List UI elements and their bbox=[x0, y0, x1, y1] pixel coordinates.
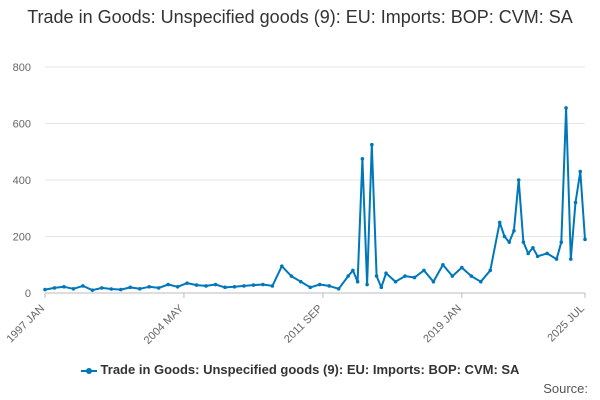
data-point bbox=[559, 240, 564, 244]
data-point bbox=[261, 282, 265, 287]
legend-series-label: Trade in Goods: Unspecified goods (9): E… bbox=[100, 362, 520, 377]
y-tick-label: 800 bbox=[13, 62, 31, 74]
y-tick-label: 400 bbox=[13, 175, 31, 187]
data-point bbox=[317, 282, 322, 287]
source-label: Source: bbox=[543, 381, 588, 396]
data-point bbox=[156, 286, 161, 290]
data-point bbox=[403, 274, 407, 278]
data-point bbox=[478, 279, 483, 284]
data-point bbox=[118, 287, 123, 292]
data-point bbox=[497, 220, 502, 225]
data-point bbox=[441, 262, 445, 267]
chart-title: Trade in Goods: Unspecified goods (9): E… bbox=[27, 7, 573, 27]
data-point bbox=[336, 286, 341, 291]
data-point bbox=[578, 169, 583, 174]
x-tick-label: 2011 SEP bbox=[282, 303, 325, 346]
data-point bbox=[351, 268, 355, 273]
y-tick-label: 0 bbox=[25, 288, 31, 300]
data-point bbox=[147, 284, 152, 289]
data-point bbox=[379, 285, 384, 290]
data-point bbox=[360, 157, 365, 161]
data-point bbox=[374, 274, 379, 278]
data-point bbox=[554, 257, 559, 261]
data-point bbox=[270, 284, 275, 288]
data-point bbox=[507, 240, 512, 244]
data-point bbox=[512, 229, 516, 233]
data-point bbox=[535, 254, 540, 259]
data-point bbox=[545, 251, 549, 256]
data-point bbox=[223, 285, 227, 290]
data-point bbox=[516, 178, 521, 182]
data-point bbox=[488, 268, 493, 273]
data-point bbox=[242, 284, 246, 288]
x-tick-label: 2019 JAN bbox=[421, 303, 464, 346]
x-tick-label: 2025 JUL bbox=[545, 303, 587, 345]
y-tick-label: 600 bbox=[13, 119, 31, 131]
data-point bbox=[346, 274, 350, 278]
data-point bbox=[568, 257, 573, 261]
data-point bbox=[298, 279, 303, 284]
data-point bbox=[521, 240, 526, 244]
data-point bbox=[81, 284, 85, 288]
data-point bbox=[393, 279, 398, 284]
data-point bbox=[251, 283, 256, 287]
legend-series-marker bbox=[80, 367, 97, 374]
data-point bbox=[384, 271, 388, 276]
data-point bbox=[128, 285, 133, 290]
data-point bbox=[327, 284, 332, 288]
data-point bbox=[531, 246, 535, 250]
data-point bbox=[43, 287, 47, 292]
data-point bbox=[204, 284, 208, 288]
data-point bbox=[412, 275, 417, 280]
data-point bbox=[232, 284, 237, 289]
data-point bbox=[370, 142, 374, 147]
data-point bbox=[469, 274, 474, 278]
data-point bbox=[526, 251, 530, 256]
data-point bbox=[280, 264, 284, 268]
data-point bbox=[583, 237, 587, 242]
data-point bbox=[422, 268, 426, 273]
legend[interactable]: Trade in Goods: Unspecified goods (9): E… bbox=[0, 362, 600, 377]
y-tick-label: 200 bbox=[13, 232, 31, 244]
x-tick-label: 1997 JAN bbox=[4, 303, 47, 346]
data-point bbox=[52, 286, 57, 290]
data-point bbox=[166, 282, 170, 287]
data-point bbox=[185, 281, 189, 285]
data-point bbox=[365, 282, 369, 287]
data-point bbox=[71, 286, 76, 291]
data-point bbox=[62, 284, 66, 289]
data-point bbox=[355, 279, 360, 284]
data-point bbox=[460, 265, 464, 270]
data-point bbox=[308, 285, 313, 290]
data-point bbox=[194, 283, 199, 287]
series-line bbox=[44, 107, 586, 292]
data-point bbox=[90, 288, 95, 292]
data-point bbox=[109, 287, 114, 291]
data-point bbox=[564, 106, 568, 110]
data-point bbox=[289, 274, 294, 278]
data-point bbox=[502, 234, 507, 239]
data-point bbox=[573, 200, 578, 205]
data-point bbox=[431, 279, 436, 284]
data-point bbox=[137, 286, 142, 291]
data-point bbox=[450, 274, 455, 278]
data-point bbox=[213, 282, 218, 287]
data-point bbox=[100, 286, 104, 290]
x-tick-label: 2004 MAY bbox=[142, 302, 187, 347]
data-point bbox=[175, 284, 180, 289]
